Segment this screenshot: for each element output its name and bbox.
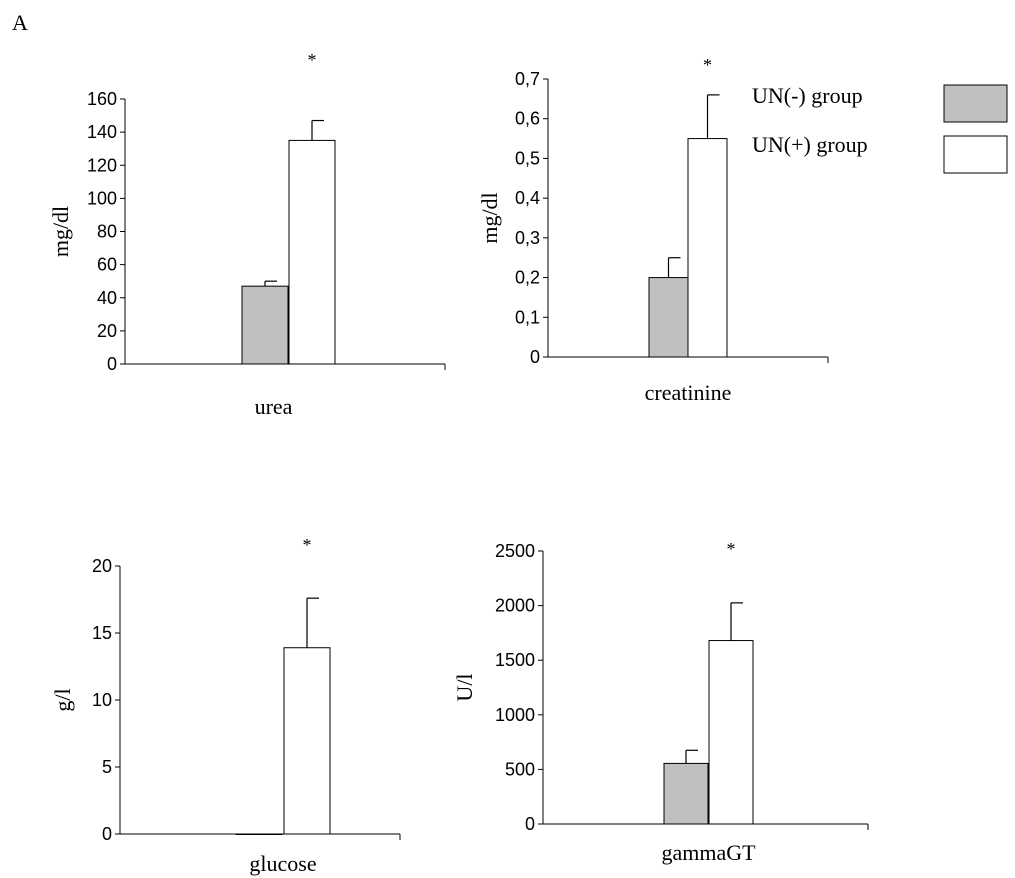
y-tick-label: 0,6 xyxy=(515,109,540,129)
y-tick-label: 1000 xyxy=(495,705,535,725)
y-tick-label: 0,5 xyxy=(515,148,540,168)
bar xyxy=(687,138,728,358)
x-axis-label: urea xyxy=(255,394,293,419)
bar xyxy=(241,285,289,365)
legend-swatch xyxy=(943,84,1008,123)
x-axis-label: glucose xyxy=(249,851,316,876)
bar xyxy=(283,647,331,835)
y-tick-label: 10 xyxy=(92,690,112,710)
y-tick-label: 0,4 xyxy=(515,188,540,208)
significance-star: * xyxy=(727,539,736,559)
y-tick-label: 0,2 xyxy=(515,268,540,288)
bar xyxy=(288,139,336,365)
y-tick-label: 500 xyxy=(505,759,535,779)
legend-swatch xyxy=(943,135,1008,174)
y-axis-label: U/l xyxy=(452,673,477,701)
y-tick-label: 0 xyxy=(525,814,535,834)
y-tick-label: 0,3 xyxy=(515,228,540,248)
bar xyxy=(663,762,709,825)
y-axis-label: mg/dl xyxy=(477,192,502,243)
x-axis-label: creatinine xyxy=(645,380,732,405)
bar xyxy=(708,640,754,825)
y-tick-label: 40 xyxy=(97,288,117,308)
y-tick-label: 0 xyxy=(530,347,540,367)
significance-star: * xyxy=(303,535,312,555)
x-axis-label: gammaGT xyxy=(661,840,756,865)
y-tick-label: 0 xyxy=(107,354,117,374)
y-tick-label: 1500 xyxy=(495,650,535,670)
legend-label: UN(+) group xyxy=(752,132,868,157)
y-tick-label: 0 xyxy=(102,824,112,844)
y-tick-label: 120 xyxy=(87,155,117,175)
y-tick-label: 60 xyxy=(97,255,117,275)
y-axis-label: g/l xyxy=(50,688,75,711)
y-tick-label: 20 xyxy=(92,556,112,576)
bar xyxy=(235,833,283,835)
significance-star: * xyxy=(703,55,712,75)
y-tick-label: 20 xyxy=(97,321,117,341)
y-tick-label: 0,1 xyxy=(515,307,540,327)
panel-label: A xyxy=(12,10,28,35)
y-tick-label: 2000 xyxy=(495,596,535,616)
y-axis-label: mg/dl xyxy=(48,206,73,257)
y-tick-label: 140 xyxy=(87,122,117,142)
legend-label: UN(-) group xyxy=(752,83,863,108)
y-tick-label: 0,7 xyxy=(515,69,540,89)
significance-star: * xyxy=(308,50,317,70)
y-tick-label: 5 xyxy=(102,757,112,777)
y-tick-label: 15 xyxy=(92,623,112,643)
bar xyxy=(648,277,689,358)
y-tick-label: 80 xyxy=(97,222,117,242)
y-tick-label: 160 xyxy=(87,89,117,109)
y-tick-label: 2500 xyxy=(495,541,535,561)
y-tick-label: 100 xyxy=(87,188,117,208)
